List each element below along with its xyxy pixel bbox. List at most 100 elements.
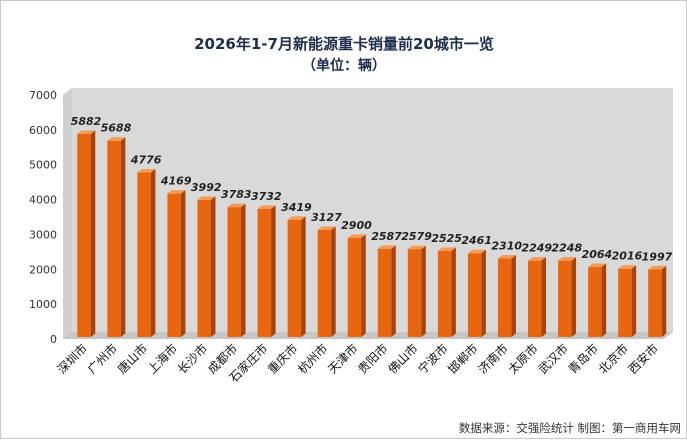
data-label: 4776 (130, 154, 162, 167)
bar-top (167, 190, 186, 194)
bar-top (618, 265, 637, 269)
bar-side (361, 234, 366, 337)
bar-top (497, 254, 516, 259)
data-label: 2064 (582, 248, 613, 261)
bar (137, 172, 151, 337)
data-label: 1997 (642, 250, 673, 263)
bar-top (317, 226, 336, 231)
y-tick-label: 3000 (29, 228, 57, 241)
data-label: 2579 (401, 230, 432, 243)
bar (317, 230, 332, 337)
source-note: 数据来源：交强险统计 制图：第一商用车网 (459, 421, 681, 435)
data-label: 3732 (251, 190, 282, 203)
data-label: 5882 (71, 115, 102, 128)
data-label: 3419 (281, 201, 312, 214)
bar-side (180, 190, 186, 337)
x-tick-label: 武汉市 (535, 341, 571, 377)
x-tick-label: 邯郸市 (445, 341, 481, 377)
bar (347, 237, 362, 337)
plot-area: 0 1000 2000 3000 4000 5000 6000 7000 5882 深圳市 5688… (29, 88, 673, 385)
data-label: 3783 (221, 188, 252, 201)
bar (257, 208, 272, 337)
x-tick-label: 贵阳市 (355, 341, 391, 377)
bar-top (347, 234, 366, 238)
x-tick-label: 天津市 (325, 341, 361, 377)
bar-side (90, 130, 96, 337)
bar (437, 250, 452, 337)
bar-top (137, 169, 156, 173)
bar-top (287, 216, 306, 220)
bar (648, 269, 662, 337)
x-tick-label: 深圳市 (54, 341, 90, 377)
x-tick-label: 太原市 (505, 341, 541, 377)
x-tick-label: 广州市 (84, 341, 120, 377)
y-tick-label: 0 (50, 333, 57, 346)
bar-side (421, 245, 426, 337)
x-tick-label: 西安市 (625, 341, 661, 377)
bar (467, 253, 482, 337)
bar (588, 267, 602, 337)
x-tick-label: 杭州市 (294, 341, 330, 377)
y-tick-label: 6000 (29, 124, 57, 137)
bar-side (150, 169, 156, 337)
bar-top (467, 249, 486, 254)
x-tick-label: 重庆市 (264, 341, 300, 377)
bar (377, 248, 392, 337)
chart-side-wall (63, 88, 72, 339)
bar-side (511, 254, 516, 337)
bar-top (558, 257, 577, 261)
x-tick-label: 上海市 (144, 341, 180, 377)
y-tick-label: 7000 (29, 89, 57, 102)
bar-top (377, 245, 396, 249)
bar-top (407, 245, 426, 250)
bar (197, 199, 211, 337)
data-label: 3127 (311, 211, 342, 224)
bar-side (541, 257, 547, 337)
bar-side (661, 265, 667, 337)
chart-floor (63, 332, 673, 339)
data-label: 2461 (461, 234, 492, 247)
bar-side (631, 265, 637, 337)
bar-top (528, 257, 547, 261)
x-tick-label: 北京市 (595, 341, 631, 377)
bar (77, 133, 91, 337)
bar-side (481, 249, 486, 337)
data-label: 2248 (552, 242, 583, 255)
bar-side (301, 216, 306, 337)
x-tick-label: 佛山市 (385, 341, 421, 377)
data-label: 2587 (371, 230, 402, 243)
bar-side (120, 137, 126, 337)
bar-side (391, 245, 396, 337)
data-label: 4169 (160, 175, 192, 188)
bar (497, 258, 512, 337)
bar-top (77, 130, 96, 134)
y-tick-label: 4000 (29, 194, 57, 207)
bar (167, 193, 181, 337)
data-label: 2525 (431, 232, 462, 245)
x-tick-label: 宁波市 (415, 341, 451, 377)
bar-side (331, 226, 336, 337)
x-tick-label: 唐山市 (114, 341, 150, 377)
data-label: 3992 (191, 181, 222, 194)
bar (528, 260, 542, 337)
bar (558, 260, 572, 337)
bar-top (648, 265, 667, 270)
data-label: 2249 (521, 242, 552, 255)
bar (287, 219, 302, 337)
data-label: 2016 (612, 250, 643, 263)
bar (107, 140, 121, 337)
y-tick-label: 1000 (29, 298, 57, 311)
data-label: 5688 (101, 122, 132, 135)
bar-top (257, 205, 276, 209)
bar-side (571, 257, 577, 337)
chart-title: 2026年1-7月新能源重卡销量前20城市一览 (194, 35, 494, 53)
bar-side (271, 205, 276, 337)
chart-subtitle: （单位：辆） (302, 57, 386, 74)
bar (407, 249, 422, 337)
data-label: 2900 (341, 219, 372, 232)
bar (618, 268, 632, 337)
bar-top (437, 247, 456, 251)
bar-top (197, 196, 216, 200)
